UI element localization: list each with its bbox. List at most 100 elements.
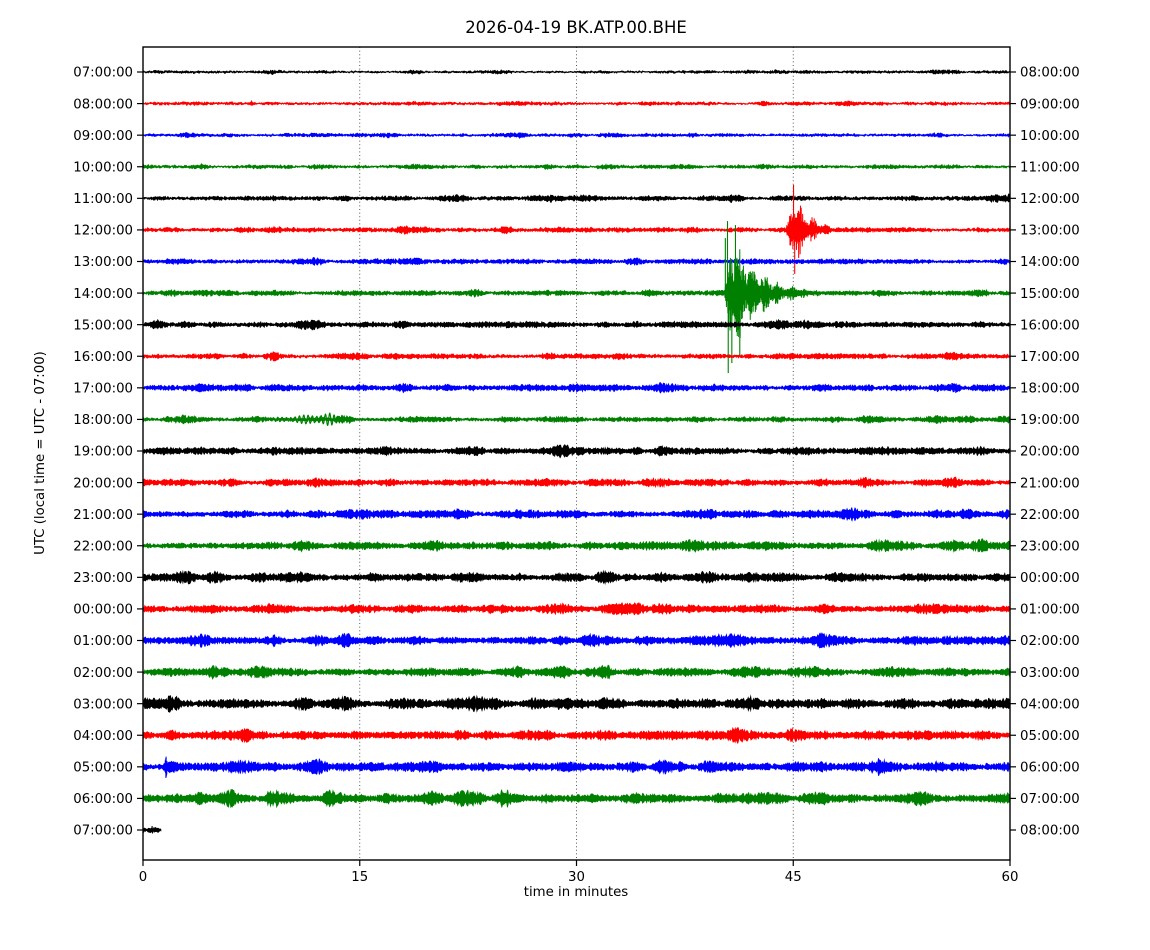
right-time-label: 09:00:00 <box>1020 97 1080 112</box>
left-time-label: 22:00:00 <box>73 539 133 554</box>
y-axis-label: UTC (local time = UTC - 07:00) <box>33 351 48 555</box>
trace-band <box>143 476 1010 489</box>
right-time-label: 08:00:00 <box>1020 66 1080 81</box>
trace-band <box>143 444 1010 459</box>
x-tick-label: 60 <box>1002 870 1019 885</box>
plot-frame <box>142 46 1011 861</box>
x-tick-label: 15 <box>351 870 368 885</box>
right-time-label: 19:00:00 <box>1020 413 1080 428</box>
right-time-label: 00:00:00 <box>1020 571 1080 586</box>
trace-band <box>143 351 1010 362</box>
trace-band <box>143 288 1010 298</box>
left-time-label: 23:00:00 <box>73 571 133 586</box>
left-time-label: 20:00:00 <box>73 476 133 491</box>
left-time-label: 03:00:00 <box>73 697 133 712</box>
trace-band <box>143 318 1010 331</box>
event-burst <box>796 635 811 645</box>
right-time-label: 20:00:00 <box>1020 445 1080 460</box>
right-time-label: 06:00:00 <box>1020 761 1080 776</box>
event-burst <box>145 825 159 834</box>
left-time-label: 05:00:00 <box>73 761 133 776</box>
right-time-label: 18:00:00 <box>1020 382 1080 397</box>
right-time-label: 11:00:00 <box>1020 160 1080 175</box>
trace-band <box>143 507 1010 522</box>
event-burst <box>940 382 968 393</box>
axis-layer: 0 15 30 45 60 <box>139 860 1019 885</box>
right-time-label: 16:00:00 <box>1020 318 1080 333</box>
event-burst <box>569 573 582 582</box>
right-time-label: 07:00:00 <box>1020 792 1080 807</box>
event-burst <box>303 761 317 771</box>
trace-row-06:00:00: 06:00:00 07:00:00 <box>73 788 1080 809</box>
trace-row-13:00:00: 13:00:00 14:00:00 <box>73 255 1079 270</box>
trace-band <box>143 132 1010 139</box>
right-time-label: 21:00:00 <box>1020 476 1080 491</box>
left-time-label: 07:00:00 <box>73 66 133 81</box>
event-spike <box>248 100 257 106</box>
right-time-label: 02:00:00 <box>1020 634 1080 649</box>
trace-band <box>143 757 1010 776</box>
trace-band <box>143 788 1010 809</box>
right-time-label: 03:00:00 <box>1020 666 1080 681</box>
trace-row-10:00:00: 10:00:00 11:00:00 <box>73 160 1079 175</box>
event-spike <box>163 756 172 779</box>
trace-band <box>143 69 1010 75</box>
event-burst <box>335 637 349 645</box>
trace-row-00:00:00: 00:00:00 01:00:00 <box>73 602 1080 618</box>
event-spike <box>330 354 337 359</box>
trace-row-23:00:00: 23:00:00 00:00:00 <box>73 569 1080 586</box>
left-time-label: 12:00:00 <box>73 224 133 239</box>
x-tick-label: 45 <box>785 870 802 885</box>
event-quake <box>783 205 903 258</box>
right-time-label: 05:00:00 <box>1020 729 1080 744</box>
chart-title: 2026-04-19 BK.ATP.00.BHE <box>465 18 687 37</box>
event-quake <box>722 249 898 339</box>
grid-layer <box>359 47 794 860</box>
trace-row-01:00:00: 01:00:00 02:00:00 <box>73 632 1080 649</box>
trace-band <box>143 193 1010 203</box>
right-time-label: 08:00:00 <box>1020 824 1080 839</box>
event-tremor <box>246 412 372 427</box>
right-time-label: 22:00:00 <box>1020 508 1080 523</box>
right-time-label: 12:00:00 <box>1020 192 1080 207</box>
trace-band <box>143 414 1010 425</box>
left-time-label: 15:00:00 <box>73 318 133 333</box>
left-time-label: 02:00:00 <box>73 666 133 681</box>
trace-band <box>143 225 1010 235</box>
trace-row-09:00:00: 09:00:00 10:00:00 <box>73 129 1079 144</box>
trace-row-05:00:00: 05:00:00 06:00:00 <box>73 756 1080 779</box>
trace-row-15:00:00: 15:00:00 16:00:00 <box>73 318 1079 333</box>
trace-band <box>143 100 1010 107</box>
event-burst <box>382 698 399 710</box>
left-time-label: 00:00:00 <box>73 603 133 618</box>
event-burst <box>223 761 243 773</box>
trace-row-12:00:00: 12:00:00 13:00:00 <box>73 184 1080 274</box>
event-burst <box>631 635 646 646</box>
trace-row-03:00:00: 03:00:00 04:00:00 <box>73 694 1080 713</box>
trace-band <box>143 664 1010 680</box>
left-time-label: 11:00:00 <box>73 192 133 207</box>
left-time-label: 09:00:00 <box>73 129 133 144</box>
left-time-label: 07:00:00 <box>73 824 133 839</box>
trace-row-07:00:00: 07:00:00 08:00:00 <box>73 66 1079 81</box>
trace-row-17:00:00: 17:00:00 18:00:00 <box>73 382 1079 397</box>
event-burst <box>772 572 788 582</box>
trace-row-20:00:00: 20:00:00 21:00:00 <box>73 476 1079 491</box>
trace-row-07:00:00: 07:00:00 08:00:00 <box>73 824 1079 839</box>
trace-row-21:00:00: 21:00:00 22:00:00 <box>73 507 1080 523</box>
right-time-label: 17:00:00 <box>1020 350 1080 365</box>
trace-row-11:00:00: 11:00:00 12:00:00 <box>73 192 1079 207</box>
trace-band <box>143 602 1010 616</box>
right-time-label: 04:00:00 <box>1020 697 1080 712</box>
x-axis-label: time in minutes <box>524 885 629 900</box>
trace-row-14:00:00: 14:00:00 15:00:00 <box>73 221 1080 374</box>
event-burst <box>411 572 427 581</box>
left-time-label: 08:00:00 <box>73 97 133 112</box>
right-time-label: 13:00:00 <box>1020 224 1080 239</box>
x-tick-label: 30 <box>568 870 585 885</box>
trace-band <box>143 538 1010 553</box>
left-time-label: 18:00:00 <box>73 413 133 428</box>
left-time-label: 17:00:00 <box>73 382 133 397</box>
